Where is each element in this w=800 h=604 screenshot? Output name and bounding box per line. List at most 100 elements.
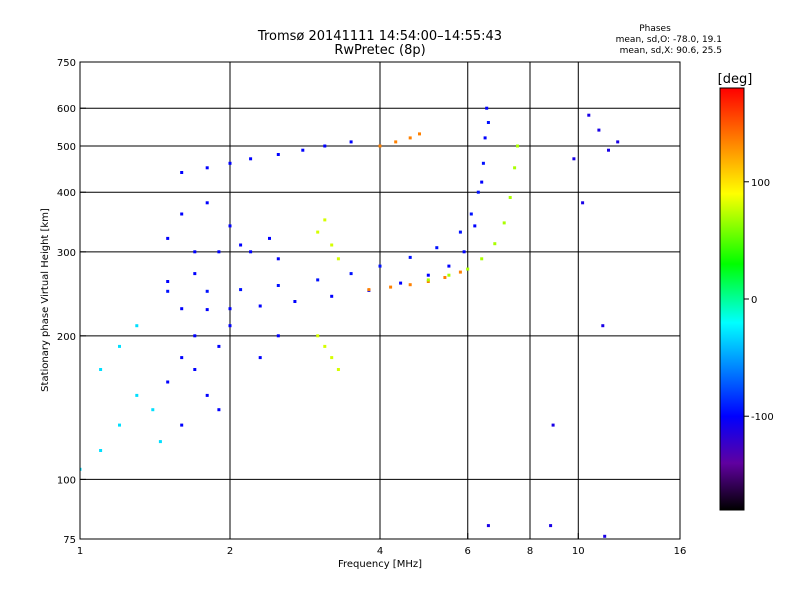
y-tick-label: 75: [63, 535, 76, 546]
point-e-region-spread: [166, 380, 170, 384]
point-x-mode-f2-trace: [367, 288, 371, 292]
x-tick-label: 8: [527, 546, 533, 557]
point-x-mode-f2-upper: [513, 166, 517, 170]
point-scattered-noise: [607, 148, 610, 152]
y-tick-label: 600: [57, 104, 76, 115]
colorbar: [719, 87, 745, 511]
point-e-region-spread: [228, 324, 232, 328]
point-low-frequency-spread: [80, 467, 82, 471]
axis-ticks: 1 2 4 6 8 10 16 75 100 200 300 400 500 600 750: [57, 58, 686, 557]
point-o-mode-f2-trace: [228, 307, 232, 311]
point-second-hop-x-mode: [378, 144, 382, 148]
point-o-mode-f2-trace: [447, 264, 451, 268]
y-tick-label: 200: [57, 332, 76, 343]
y-tick-label: 750: [57, 58, 76, 69]
point-o-mode-f2-trace: [205, 308, 209, 312]
point-e-region-spread: [276, 334, 280, 338]
y-tick-label: 100: [57, 475, 76, 486]
point-second-hop-echo: [276, 153, 280, 156]
point-o-mode-f2-multiple-trace: [486, 121, 490, 124]
point-x-mode-f2-upper: [516, 144, 519, 148]
point-sporadic-patches: [330, 356, 334, 360]
point-f-region-spread: [228, 224, 232, 228]
point-e-region-spread: [258, 356, 262, 360]
point-second-hop-echo: [180, 171, 184, 174]
point-x-mode-f2-trace: [458, 270, 462, 274]
chart-title: Tromsø 20141111 14:54:00–14:55:43: [257, 29, 502, 44]
x-tick-label: 10: [572, 546, 585, 557]
point-e-region-spread: [180, 356, 184, 360]
stats-line-x: mean, sd,X: 90.6, 25.5: [620, 46, 722, 56]
point-sporadic-patches: [316, 334, 320, 338]
point-f-region-spread: [180, 212, 184, 216]
point-scattered-noise: [581, 201, 585, 205]
point-o-mode-f2-trace: [426, 273, 430, 277]
point-scattered-noise: [601, 324, 605, 328]
point-e-region-spread: [180, 423, 184, 427]
point-e-region-spread: [217, 344, 221, 348]
point-o-mode-f2-multiple-trace: [458, 230, 462, 234]
point-e-region-spread: [193, 334, 197, 338]
point-o-mode-f2-multiple-trace: [316, 278, 320, 282]
point-low-frequency-spread: [135, 324, 139, 328]
point-low-frequency-spread: [135, 393, 139, 397]
point-o-mode-f2-trace: [485, 106, 489, 110]
y-tick-label: 500: [57, 142, 76, 153]
point-second-hop-x-mode: [418, 132, 421, 136]
point-f-region-spread: [268, 236, 271, 240]
point-scattered-noise: [572, 157, 576, 161]
point-x-mode-f2-upper: [466, 267, 470, 271]
point-low-frequency-spread: [151, 408, 155, 412]
x-tick-label: 6: [465, 546, 471, 557]
point-second-hop-echo: [301, 148, 305, 152]
point-o-mode-f2-multiple-trace: [476, 190, 480, 194]
point-low-frequency-spread: [118, 344, 121, 348]
point-o-mode-f2-multiple-trace: [239, 288, 243, 292]
point-sporadic-patches: [323, 218, 327, 222]
point-o-mode-f2-trace: [180, 307, 184, 311]
point-x-mode-f2-trace: [443, 276, 447, 279]
point-sporadic-patches: [330, 243, 334, 247]
point-x-mode-f2-trace: [426, 280, 430, 283]
point-sporadic-patches: [336, 368, 340, 371]
point-o-mode-f2-multiple-trace: [435, 246, 439, 250]
point-second-hop-echo: [323, 144, 327, 148]
point-o-mode-f2-trace: [293, 300, 297, 303]
point-x-mode-f2-upper: [493, 242, 497, 246]
point-f-region-spread: [166, 236, 170, 240]
point-second-hop-echo: [205, 166, 209, 170]
point-o-mode-f2-multiple-trace: [481, 161, 485, 165]
point-o-mode-f2-trace: [399, 281, 403, 285]
y-tick-label: 400: [57, 188, 76, 199]
point-e-region-spread: [205, 393, 209, 397]
y-tick-label: 300: [57, 248, 76, 259]
point-o-mode-f2-multiple-trace: [349, 272, 353, 276]
point-scattered-noise: [603, 534, 607, 538]
stats-line-o: mean, sd,O: -78.0, 19.1: [616, 35, 722, 45]
scatter-points: [80, 106, 620, 538]
point-low-frequency-spread: [118, 423, 121, 427]
point-scattered-noise: [486, 524, 490, 528]
point-scattered-noise: [616, 140, 620, 144]
chart-subtitle: RwPretec (8p): [334, 43, 425, 58]
point-low-frequency-spread: [99, 449, 103, 452]
point-x-mode-f2-upper: [447, 273, 451, 277]
point-o-mode-f2-multiple-trace: [276, 284, 280, 287]
y-axis-label: Stationary phase Virtual Height [km]: [40, 208, 51, 392]
point-sporadic-patches: [316, 230, 320, 234]
point-o-mode-f2-multiple-trace: [469, 212, 473, 216]
point-low-frequency-spread: [158, 440, 162, 444]
point-second-hop-echo: [228, 161, 232, 165]
point-o-mode-f2-trace: [330, 294, 334, 298]
x-tick-label: 1: [77, 546, 83, 557]
point-low-frequency-spread: [99, 368, 103, 371]
point-f-region-spread: [239, 243, 243, 247]
point-f-region-spread: [193, 250, 197, 254]
stats-heading: Phases: [639, 24, 671, 34]
point-o-mode-f2-multiple-trace: [166, 289, 170, 293]
x-axis-label: Frequency [MHz]: [338, 559, 422, 570]
point-o-mode-f2-trace: [462, 250, 466, 254]
x-tick-label: 2: [227, 546, 233, 557]
